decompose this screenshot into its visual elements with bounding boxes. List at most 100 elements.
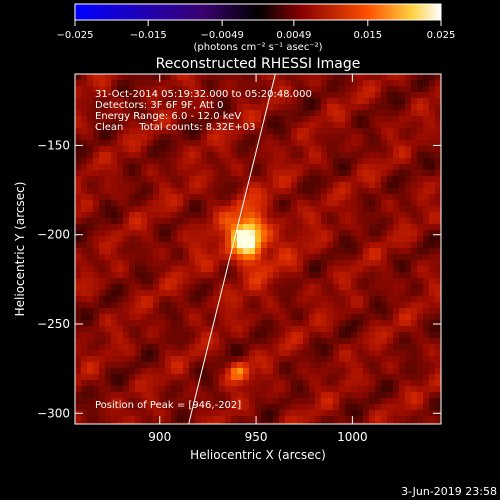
- heatmap-cell: [273, 212, 280, 219]
- heatmap-cell: [417, 128, 424, 135]
- heatmap-cell: [183, 98, 190, 105]
- heatmap-cell: [165, 416, 172, 423]
- heatmap-cell: [303, 338, 310, 345]
- heatmap-cell: [105, 386, 112, 393]
- heatmap-cell: [381, 398, 388, 405]
- heatmap-cell: [273, 416, 280, 423]
- heatmap-cell: [357, 314, 364, 321]
- heatmap-cell: [399, 146, 406, 153]
- heatmap-cell: [81, 398, 88, 405]
- heatmap-cell: [207, 152, 214, 159]
- heatmap-cell: [153, 398, 160, 405]
- heatmap-cell: [375, 134, 382, 141]
- heatmap-cell: [411, 374, 418, 381]
- heatmap-cell: [123, 320, 130, 327]
- heatmap-cell: [321, 134, 328, 141]
- heatmap-cell: [363, 296, 370, 303]
- heatmap-cell: [141, 260, 148, 267]
- heatmap-cell: [81, 218, 88, 225]
- heatmap-cell: [303, 302, 310, 309]
- heatmap-cell: [393, 206, 400, 213]
- heatmap-cell: [153, 380, 160, 387]
- heatmap-cell: [201, 392, 208, 399]
- heatmap-cell: [207, 302, 214, 309]
- heatmap-cell: [111, 116, 118, 123]
- colorbar-tick-label: 0.025: [427, 30, 456, 41]
- heatmap-cell: [219, 410, 226, 417]
- heatmap-cell: [117, 98, 124, 105]
- heatmap-cell: [87, 404, 94, 411]
- heatmap-cell: [315, 86, 322, 93]
- heatmap-cell: [159, 230, 166, 237]
- heatmap-cell: [291, 296, 298, 303]
- heatmap-cell: [93, 362, 100, 369]
- heatmap-cell: [267, 260, 274, 267]
- heatmap-cell: [177, 158, 184, 165]
- heatmap-cell: [297, 386, 304, 393]
- heatmap-cell: [393, 302, 400, 309]
- heatmap-cell: [435, 272, 441, 279]
- heatmap-cell: [363, 206, 370, 213]
- heatmap-cell: [357, 284, 364, 291]
- heatmap-cell: [291, 416, 298, 423]
- heatmap-cell: [327, 140, 334, 147]
- heatmap-cell: [363, 122, 370, 129]
- heatmap-cell: [105, 260, 112, 267]
- heatmap-cell: [153, 146, 160, 153]
- heatmap-cell: [99, 248, 106, 255]
- heatmap-cell: [75, 110, 82, 117]
- heatmap-cell: [393, 128, 400, 135]
- heatmap-cell: [315, 224, 322, 231]
- heatmap-cell: [75, 248, 82, 255]
- heatmap-cell: [219, 116, 226, 123]
- heatmap-cell: [81, 152, 88, 159]
- heatmap-cell: [171, 176, 178, 183]
- heatmap-cell: [405, 170, 412, 177]
- heatmap-cell: [387, 296, 394, 303]
- heatmap-cell: [219, 260, 226, 267]
- heatmap-cell: [411, 242, 418, 249]
- heatmap-cell: [231, 320, 238, 327]
- heatmap-cell: [291, 374, 298, 381]
- heatmap-cell: [297, 296, 304, 303]
- heatmap-cell: [183, 164, 190, 171]
- heatmap-cell: [369, 272, 376, 279]
- heatmap-cell: [417, 254, 424, 261]
- heatmap-cell: [345, 176, 352, 183]
- annotation-detectors: Detectors: 3F 6F 9F, Att 0: [95, 100, 223, 111]
- heatmap-cell: [381, 182, 388, 189]
- heatmap-cell: [243, 80, 250, 87]
- heatmap-cell: [363, 224, 370, 231]
- heatmap-cell: [213, 290, 220, 297]
- heatmap-cell: [429, 296, 436, 303]
- heatmap-cell: [285, 266, 292, 273]
- heatmap-cell: [423, 260, 430, 267]
- heatmap-cell: [183, 176, 190, 183]
- heatmap-cell: [249, 74, 256, 81]
- heatmap-cell: [279, 194, 286, 201]
- heatmap-cell: [309, 80, 316, 87]
- heatmap-cell: [411, 338, 418, 345]
- heatmap-cell: [291, 170, 298, 177]
- heatmap-cell: [267, 392, 274, 399]
- heatmap-cell: [159, 326, 166, 333]
- heatmap-cell: [87, 272, 94, 279]
- heatmap-cell: [267, 344, 274, 351]
- heatmap-cell: [177, 80, 184, 87]
- heatmap-cell: [237, 188, 244, 195]
- heatmap-cell: [297, 206, 304, 213]
- heatmap-cell: [351, 140, 358, 147]
- heatmap-cell: [375, 242, 382, 249]
- heatmap-cell: [435, 200, 441, 207]
- heatmap-cell: [369, 134, 376, 141]
- heatmap-cell: [291, 260, 298, 267]
- heatmap-cell: [411, 170, 418, 177]
- heatmap-cell: [255, 74, 262, 81]
- heatmap-cell: [111, 416, 118, 423]
- heatmap-cell: [423, 230, 430, 237]
- heatmap-cell: [183, 410, 190, 417]
- heatmap-cell: [99, 422, 106, 424]
- heatmap-cell: [393, 404, 400, 411]
- heatmap-cell: [303, 98, 310, 105]
- heatmap-cell: [339, 92, 346, 99]
